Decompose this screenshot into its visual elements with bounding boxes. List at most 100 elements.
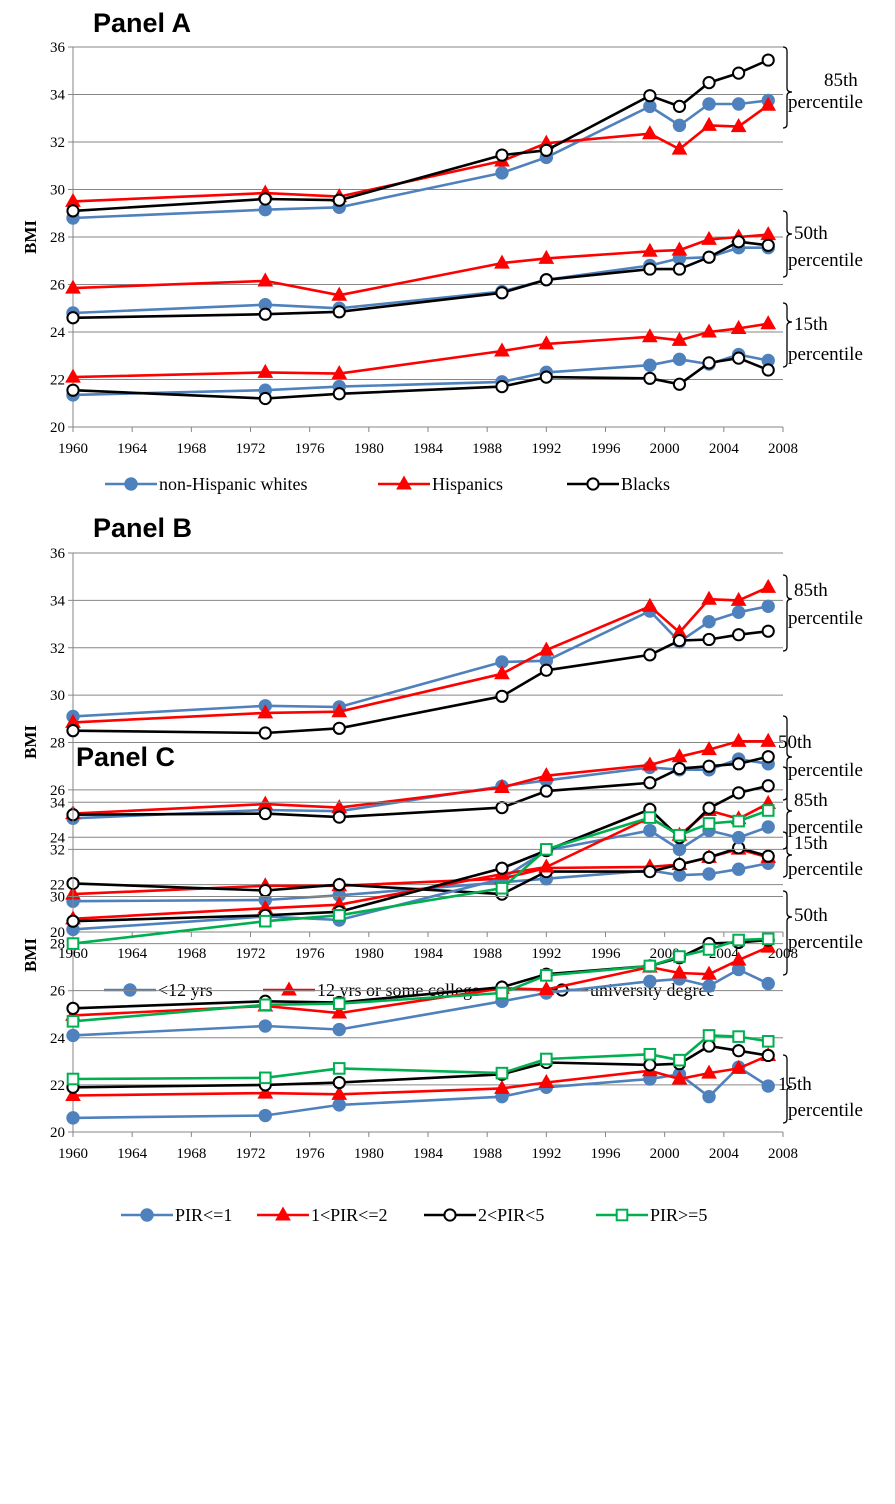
y-tick-label: 24 <box>50 830 66 846</box>
x-tick-label: 1968 <box>176 1146 206 1162</box>
data-point <box>671 241 688 256</box>
data-point <box>495 380 509 394</box>
data-point <box>672 842 687 857</box>
percentile-label: 50th <box>794 905 828 926</box>
series-2-50th <box>66 235 775 325</box>
data-point <box>702 850 716 864</box>
x-tick-label: 1988 <box>472 1146 502 1162</box>
y-tick-label: 34 <box>50 795 66 811</box>
x-tick-label: 2004 <box>709 1146 740 1162</box>
data-point <box>257 704 274 719</box>
data-point <box>494 1079 510 1094</box>
data-point <box>642 242 658 257</box>
data-point <box>760 96 777 111</box>
data-point <box>331 1004 348 1019</box>
data-point <box>540 1052 553 1066</box>
legend: PIR<=1 1<PIR<=2 2<PIR<5 PIR>=5 <box>121 1205 707 1225</box>
data-point <box>65 279 81 294</box>
data-point <box>66 1028 80 1043</box>
legend-marker <box>124 477 138 491</box>
y-tick-label: 20 <box>50 420 65 436</box>
data-point <box>258 806 272 821</box>
data-point <box>643 864 657 879</box>
y-tick-label: 22 <box>50 878 65 894</box>
data-point <box>642 756 658 771</box>
data-point <box>730 319 747 334</box>
x-tick-label: 1988 <box>472 946 502 962</box>
data-point <box>761 804 775 817</box>
x-tick-label: 1980 <box>354 946 384 962</box>
legend-label: PIR>=5 <box>650 1205 707 1225</box>
percentile-label: percentile <box>788 92 863 113</box>
data-point <box>495 881 509 895</box>
data-point <box>66 937 80 950</box>
data-point <box>702 1039 716 1053</box>
data-point <box>538 767 555 782</box>
y-tick-label: 26 <box>50 278 66 294</box>
x-tick-label: 1960 <box>58 1146 88 1162</box>
data-point <box>731 830 746 845</box>
panel-3: Panel C BMI 20 22 24 26 28 30 32 34 1960 1964 1968 19… <box>21 742 863 1225</box>
data-point <box>701 965 717 980</box>
data-point <box>258 883 272 898</box>
data-point <box>258 914 272 928</box>
data-point <box>760 732 777 747</box>
x-tick-label: 1996 <box>591 946 622 962</box>
data-point <box>331 365 348 380</box>
series-3-50th <box>66 932 775 1028</box>
percentile-label: percentile <box>788 344 863 365</box>
data-point <box>643 823 657 838</box>
data-point <box>331 1085 348 1100</box>
percentile-bracket <box>782 766 793 850</box>
data-point <box>702 817 716 830</box>
data-point <box>258 1019 272 1033</box>
y-axis-label: BMI <box>21 725 40 759</box>
y-tick-label: 34 <box>50 88 66 104</box>
x-tick-label: 1988 <box>472 441 502 457</box>
legend-marker <box>281 981 297 996</box>
data-point <box>701 741 717 756</box>
data-point <box>731 862 746 876</box>
series-3-85th <box>66 804 775 950</box>
data-point <box>66 724 80 738</box>
percentile-label: 85th <box>824 70 858 91</box>
data-point <box>761 932 775 946</box>
series-line <box>72 1065 769 1120</box>
data-point <box>730 591 747 606</box>
percentile-bracket <box>782 574 793 652</box>
series-line <box>72 356 769 400</box>
percentile-bracket <box>782 890 793 976</box>
series-line <box>72 240 769 320</box>
data-point <box>540 969 553 982</box>
percentile-label: percentile <box>788 1100 863 1121</box>
data-point <box>732 66 746 80</box>
data-point <box>702 1029 716 1042</box>
data-point <box>257 272 274 287</box>
data-point <box>643 1047 657 1061</box>
data-point <box>66 1072 80 1086</box>
percentile-label: percentile <box>788 932 863 953</box>
series-line <box>72 755 769 819</box>
series-line <box>72 1054 769 1097</box>
series-1-50th <box>65 226 777 301</box>
data-point <box>702 943 716 956</box>
y-tick-label: 30 <box>50 889 65 905</box>
panel-title: Panel A <box>93 8 191 38</box>
data-point <box>539 273 553 287</box>
legend-label: 1<PIR<=2 <box>311 1205 387 1225</box>
data-point <box>732 628 746 642</box>
series-1-15th <box>65 315 777 383</box>
series-line <box>72 809 769 945</box>
x-tick-label: 1984 <box>413 946 444 962</box>
percentile-label: 15th <box>778 1074 812 1095</box>
data-point <box>643 1058 657 1072</box>
data-point <box>730 951 747 966</box>
legend-label: <12 yrs <box>158 980 213 1000</box>
y-tick-label: 26 <box>50 984 66 1000</box>
data-point <box>495 986 509 1000</box>
x-tick-label: 2000 <box>650 1146 680 1162</box>
series-line <box>72 945 769 1017</box>
legend-marker <box>615 1208 629 1222</box>
x-tick-label: 1968 <box>176 946 206 962</box>
